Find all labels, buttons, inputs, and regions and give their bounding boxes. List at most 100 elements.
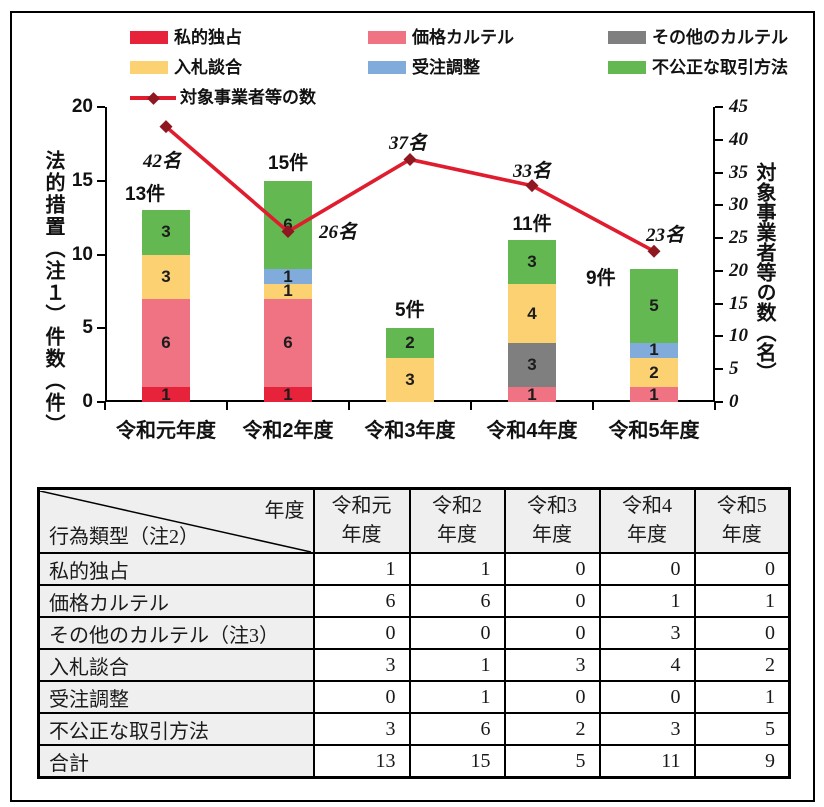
- table-value-cell: 3: [312, 712, 411, 746]
- table-value-cell: 2: [503, 712, 601, 746]
- bar-segment-value: 1: [283, 384, 293, 404]
- table-value-cell: 6: [408, 712, 506, 746]
- table-row: 合計 13 15 5 11 9: [37, 744, 791, 779]
- corner-diagonal-cell: 年度 行為類型（注2）: [40, 490, 313, 552]
- table-value-cell: 0: [408, 616, 506, 650]
- legend-label-5: 受注調整: [412, 58, 480, 77]
- right-axis-tick-label: 30: [729, 194, 748, 216]
- table-row-label: 合計: [37, 744, 315, 779]
- table-value-cell: 3: [312, 648, 411, 682]
- corner-bottom-left-label: 行為類型（注2）: [49, 525, 199, 548]
- bar-segment: [630, 387, 678, 402]
- x-axis-tick: [714, 402, 716, 410]
- table-value-cell: 0: [503, 680, 601, 714]
- table-value-cell: 5: [503, 744, 601, 779]
- bar-segment: [264, 387, 312, 402]
- table-year-header: 令和元 年度: [312, 487, 411, 554]
- bar-segment: [142, 254, 190, 299]
- legend-label-line: 対象事業者等の数: [180, 88, 316, 107]
- legend-swatch-2: [368, 31, 406, 44]
- table-value-cell: 1: [693, 680, 791, 714]
- table-value-cell: 1: [408, 552, 506, 586]
- bar-segment: [264, 298, 312, 388]
- legend-swatch-5: [368, 61, 406, 74]
- table-value-cell: 1: [693, 584, 791, 618]
- right-axis-tick-label: 10: [729, 325, 748, 347]
- right-axis-tick-label: 40: [729, 128, 748, 150]
- x-axis-tick: [104, 402, 106, 410]
- bar-segment: [630, 357, 678, 388]
- bar-segment-value: 6: [283, 215, 293, 234]
- right-axis-tick: [715, 204, 723, 207]
- bar-total-label: 13件: [125, 184, 166, 206]
- bar-segment-value: 3: [527, 251, 537, 271]
- bar-segment-value: 6: [161, 333, 171, 352]
- table-value-cell: 0: [312, 616, 411, 650]
- x-axis-category-label: 令和5年度: [608, 420, 700, 442]
- right-axis-tick: [715, 237, 723, 240]
- table-value-cell: 0: [598, 680, 696, 714]
- bar-segment-value: 3: [527, 355, 537, 375]
- left-axis-tick-label: 10: [71, 243, 93, 265]
- table-year-header: 令和3 年度: [503, 487, 601, 554]
- bar-segment: [386, 328, 434, 358]
- bar-segment: [386, 357, 434, 402]
- right-axis-tick: [715, 171, 723, 174]
- bar-segment-value: 4: [527, 303, 537, 323]
- bar-segment-value: 1: [161, 384, 171, 404]
- table-value-cell: 11: [598, 744, 696, 779]
- table-value-cell: 2: [693, 648, 791, 682]
- legend-label-3: その他のカルテル: [652, 28, 788, 47]
- right-axis-tick: [715, 106, 723, 108]
- diagonal-line: [40, 490, 311, 552]
- left-axis-tick: [97, 401, 105, 403]
- table-value-cell: 0: [693, 552, 791, 586]
- right-axis-tick: [715, 401, 723, 403]
- table-value-cell: 1: [408, 648, 506, 682]
- table-value-cell: 1: [598, 584, 696, 618]
- table-row: 不公正な取引方法 3 6 2 3 5: [37, 712, 791, 746]
- table-value-cell: 3: [503, 648, 601, 682]
- table-row: 受注調整 0 1 0 0 1: [37, 680, 791, 714]
- table-row-label: その他のカルテル（注3）: [37, 616, 315, 650]
- behavior-type-table: 年度 行為類型（注2） 令和元 年度 令和2 年度 令和3 年度 令和4 年度 令和5 年度 私的独占 1…: [37, 487, 791, 779]
- x-axis-tick: [348, 402, 350, 410]
- bar-total-label: 9件: [586, 268, 616, 290]
- table-row-label: 不公正な取引方法: [37, 712, 315, 746]
- bar-segment-value: 5: [649, 296, 659, 316]
- table-row: 私的独占 1 1 0 0 0: [37, 552, 791, 586]
- line-point-label: 42名: [143, 150, 182, 172]
- table-row-label: 受注調整: [37, 680, 315, 714]
- table-corner-cell: 年度 行為類型（注2）: [37, 487, 315, 554]
- bar-segment: [630, 343, 678, 358]
- table-value-cell: 0: [693, 616, 791, 650]
- table-value-cell: 1: [408, 680, 506, 714]
- left-axis-tick-label: 5: [82, 317, 93, 339]
- table-row-label: 価格カルテル: [37, 584, 315, 618]
- table-value-cell: 13: [312, 744, 411, 779]
- table-value-cell: 6: [312, 584, 411, 618]
- table-row-label: 私的独占: [37, 552, 315, 586]
- bar-segment: [142, 387, 190, 402]
- right-axis-tick-label: 15: [729, 292, 748, 314]
- table-value-cell: 0: [312, 680, 411, 714]
- left-axis-tick: [97, 106, 105, 108]
- left-axis-tick: [97, 253, 105, 256]
- legend-label-1: 私的独占: [174, 28, 242, 47]
- bar-total-label: 5件: [395, 300, 425, 322]
- bar-total-label: 11件: [512, 213, 552, 235]
- legend-label-4: 入札談合: [174, 58, 242, 77]
- bar-segment-value: 3: [161, 266, 171, 286]
- x-axis-category-label: 令和2年度: [242, 420, 334, 442]
- right-axis-tick: [715, 368, 723, 371]
- right-axis-tick: [715, 138, 723, 141]
- left-axis-tick-label: 15: [71, 169, 93, 191]
- table-value-cell: 1: [312, 552, 411, 586]
- bar-segment-value: 1: [283, 281, 293, 301]
- bar-segment: [630, 269, 678, 343]
- bar-segment: [142, 298, 190, 388]
- table-year-header: 令和2 年度: [408, 487, 506, 554]
- table-value-cell: 0: [503, 584, 601, 618]
- bar-segment: [508, 284, 556, 343]
- right-axis-tick-label: 35: [729, 161, 748, 183]
